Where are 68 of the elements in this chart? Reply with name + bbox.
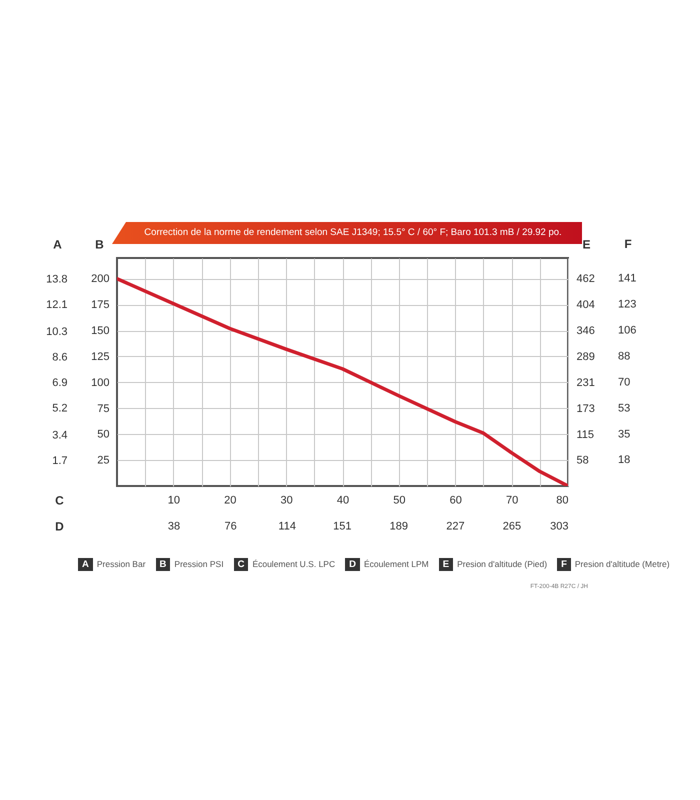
y2-tick-label: 5.2 xyxy=(52,402,68,414)
y3-tick-label: 404 xyxy=(576,299,595,312)
x2-tick-label: 76 xyxy=(224,520,237,532)
y2-tick-label: 1.7 xyxy=(52,455,68,467)
y-tick-label: 50 xyxy=(97,428,110,441)
x-tick-label: 50 xyxy=(393,494,406,506)
line-series xyxy=(117,276,568,486)
text: C xyxy=(238,559,244,570)
x-axis-title: C xyxy=(55,494,64,508)
y3-tick-label: 173 xyxy=(576,402,595,415)
text: 88 xyxy=(618,350,630,362)
text: F xyxy=(561,559,567,570)
y3-tick-label: 115 xyxy=(576,428,594,441)
text: 18 xyxy=(618,454,630,466)
x-tick-label: 70 xyxy=(506,494,518,506)
x2-tick-label: 114 xyxy=(278,520,296,532)
y-tick-label: 175 xyxy=(91,299,110,312)
y-tick-label: 150 xyxy=(91,325,110,338)
text: E xyxy=(442,559,450,570)
y2-tick-label: 6.9 xyxy=(52,377,68,389)
text: B xyxy=(160,559,166,570)
y3-tick-label: 346 xyxy=(576,325,595,338)
text: Pression PSI xyxy=(174,559,224,569)
x-tick-label: 10 xyxy=(168,494,180,506)
text: 141 xyxy=(618,272,636,285)
y-tick-label: 125 xyxy=(91,350,110,363)
text: 53 xyxy=(618,402,630,414)
y3-tick-label: 289 xyxy=(576,350,595,363)
y2-tick-label: 10.3 xyxy=(46,326,68,338)
y-tick-label: 200 xyxy=(91,273,110,286)
x2-tick-label: 303 xyxy=(550,520,568,532)
y3-axis-title: E xyxy=(582,238,591,252)
text: Pression Bar xyxy=(96,559,146,569)
text: F xyxy=(624,237,632,251)
text: Presion d'altitude (Metre) xyxy=(574,559,670,569)
y2-tick-label: 12.1 xyxy=(46,299,68,311)
x2-axis-title: D xyxy=(55,520,64,534)
chart-title: Correction de la norme de rendement selon SAE J1349; 15.5° C / 60° F; Baro 101.3 mB / 29.92 po. xyxy=(112,222,582,244)
text: A xyxy=(82,559,89,570)
x2-tick-label: 38 xyxy=(168,520,180,532)
text: Écoulement LPM xyxy=(364,559,429,569)
y2-tick-label: 13.8 xyxy=(46,274,68,286)
x2-tick-label: 189 xyxy=(390,520,408,532)
y2-tick-label: 3.4 xyxy=(52,430,68,442)
y-tick-label: 100 xyxy=(91,376,110,389)
y-tick-label: 75 xyxy=(97,402,110,415)
text: D xyxy=(349,559,356,570)
x-tick-label: 60 xyxy=(450,494,462,506)
y-tick-label: 25 xyxy=(97,454,110,467)
y-axis-title: B xyxy=(95,238,104,252)
y2-tick-label: 8.6 xyxy=(52,352,68,364)
x2-tick-label: 265 xyxy=(502,520,522,532)
x-tick-label: 20 xyxy=(224,494,236,506)
y2-axis-title: A xyxy=(53,238,62,252)
x-tick-label: 40 xyxy=(336,494,350,506)
y3-tick-label: 58 xyxy=(576,454,589,466)
text: 70 xyxy=(618,376,630,388)
text: 35 xyxy=(618,428,630,440)
x-tick-label: 30 xyxy=(280,494,293,506)
text: 106 xyxy=(618,324,636,337)
text: Presion d'altitude (Pied) xyxy=(457,559,548,569)
x2-tick-label: 151 xyxy=(333,520,352,532)
y3-tick-label: 462 xyxy=(576,273,595,286)
x-tick-label: 80 xyxy=(556,494,568,506)
y3-tick-label: 231 xyxy=(576,376,595,389)
x2-tick-label: 227 xyxy=(446,520,465,532)
text: Écoulement U.S. LPC xyxy=(252,559,336,569)
text: 123 xyxy=(618,298,636,311)
